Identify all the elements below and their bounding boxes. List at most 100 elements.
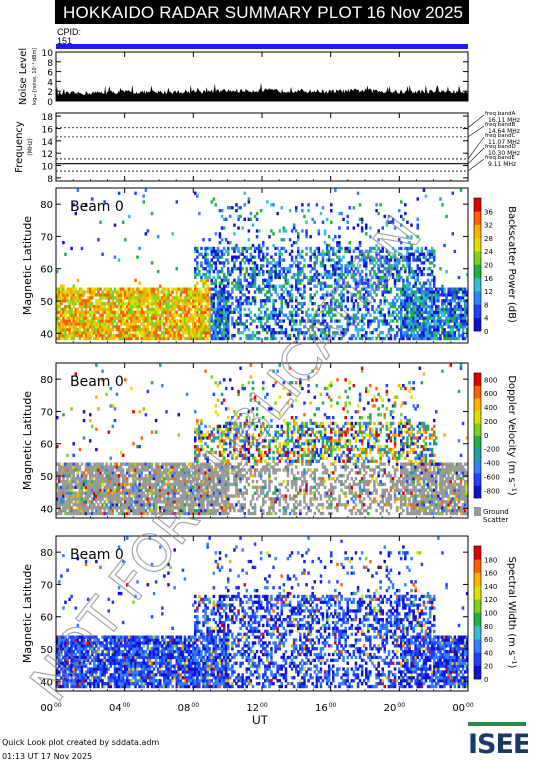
velocity-colorbar-tick: 200 [484, 418, 497, 426]
power-colorbar-tick: 24 [484, 248, 493, 256]
frequency-panel-frame [55, 112, 469, 182]
y-tick-label: 18 [42, 113, 54, 123]
y-tick-label: 8 [47, 59, 53, 69]
noise-series [56, 82, 468, 101]
y-tick-label: 60 [40, 613, 53, 624]
x-axis-title: UT [252, 713, 268, 727]
frequency-band-connector [467, 147, 485, 164]
velocity-beam-label: Beam 0 [70, 374, 124, 390]
y-tick-label: 50 [40, 645, 53, 656]
width-colorbar-tick: 140 [484, 583, 497, 591]
power-colorbar-tick: 32 [484, 222, 493, 230]
y-tick-label: 60 [40, 440, 53, 451]
velocity-colorbar-tick: -800 [484, 487, 500, 495]
frequency-band-name: freq bandD [485, 144, 516, 150]
frequency-ylabel-group: Frequency (MHz) [14, 121, 34, 173]
velocity-colorbar-tick: -400 [484, 460, 500, 468]
power-beam-label: Beam 0 [70, 199, 124, 215]
y-tick-label: 70 [40, 580, 53, 591]
width-colorbar-label: Spectral Width (m s⁻¹) [506, 557, 517, 669]
velocity-colorbar-label: Doppler Velocity (m s⁻¹) [506, 375, 517, 495]
frequency-band-value: 10.30 MHz [488, 150, 520, 157]
frequency-ylabel: Frequency [14, 121, 25, 173]
power-colorbar-label: Backscatter Power (dB) [506, 206, 517, 323]
width-colorbar-frame [473, 545, 482, 680]
x-tick-label: 0400 [109, 702, 131, 714]
velocity-colorbar-tick: 400 [484, 404, 497, 412]
ground-scatter-swatch [474, 507, 481, 516]
ground-scatter-label: Ground [483, 508, 509, 516]
velocity-colorbar-tick: 0 [484, 432, 488, 440]
power-ylabel-group: Magnetic Latitude [21, 216, 34, 315]
y-tick-label: 40 [40, 677, 53, 688]
power-colorbar-label-group: Backscatter Power (dB) [506, 206, 517, 323]
power-colorbar-tick: 20 [484, 262, 493, 270]
noise-ylabel-sub: log₁₀ [noise, 10⁻¹ dBm] [32, 48, 38, 106]
frequency-band-connector [467, 158, 485, 172]
power-colorbar-tick: 8 [484, 301, 488, 309]
frequency-band-connector [467, 136, 485, 160]
width-colorbar-tick: 80 [484, 623, 493, 631]
frequency-band-value: 16.11 MHz [488, 117, 520, 124]
velocity-colorbar-tick: 800 [484, 376, 497, 384]
power-colorbar-tick: 36 [484, 208, 493, 216]
velocity-colorbar-frame [473, 372, 482, 499]
power-ylabel: Magnetic Latitude [21, 216, 34, 315]
width-ylabel-group: Magnetic Latitude [21, 564, 34, 663]
y-tick-label: 40 [40, 504, 53, 515]
power-colorbar-frame [473, 197, 482, 332]
frequency-band-value: 14.64 MHz [488, 128, 520, 135]
power-colorbar-tick: 0 [484, 328, 488, 336]
y-tick-label: 12 [42, 150, 53, 160]
width-heatmap-cells [56, 536, 469, 689]
velocity-heatmap-cells [56, 363, 469, 516]
frequency-band-name: freq bandC [485, 133, 516, 139]
noise-ylabel-group: Noise Level log₁₀ [noise, 10⁻¹ dBm] [18, 48, 38, 106]
frequency-band-connector [467, 125, 485, 138]
width-colorbar-tick: 20 [484, 663, 493, 671]
frequency-ylabel-unit: (MHz) [27, 138, 34, 156]
y-tick-label: 60 [40, 265, 53, 276]
width-colorbar-tick: 0 [484, 676, 488, 684]
plot-date: 16 Nov 2025 [366, 3, 463, 22]
frequency-band-value: 9.11 MHz [488, 161, 516, 168]
velocity-colorbar-tick: 600 [484, 390, 497, 398]
velocity-colorbar-label-group: Doppler Velocity (m s⁻¹) [506, 375, 517, 495]
velocity-ylabel-group: Magnetic Latitude [21, 391, 34, 490]
width-colorbar-tick: 160 [484, 570, 497, 578]
x-tick-label: 2000 [384, 702, 406, 714]
frequency-band-value: 11.07 MHz [488, 139, 520, 146]
frequency-band-connector [467, 114, 485, 129]
y-tick-label: 50 [40, 472, 53, 483]
y-tick-label: 4 [47, 78, 53, 88]
y-tick-label: 16 [42, 125, 54, 135]
power-colorbar-tick: 16 [484, 275, 493, 283]
width-colorbar-tick: 40 [484, 649, 493, 657]
y-tick-label: 14 [42, 138, 54, 148]
y-tick-label: 70 [40, 407, 53, 418]
cpid-bar [56, 44, 468, 49]
y-tick-label: 0 [47, 98, 53, 108]
plot-title: HOKKAIDO RADAR SUMMARY PLOT [63, 3, 363, 22]
frequency-band-name: freq bandA [485, 111, 516, 117]
isee-logo: ISEE [468, 722, 528, 756]
noise-ylabel: Noise Level [18, 48, 29, 105]
y-tick-label: 50 [40, 297, 53, 308]
width-ylabel: Magnetic Latitude [21, 564, 34, 663]
velocity-colorbar-tick: -200 [484, 446, 500, 454]
frequency-band-name: freq bandE [485, 155, 516, 161]
power-colorbar-tick: 12 [484, 288, 493, 296]
width-colorbar [474, 546, 481, 680]
power-colorbar-tick: 4 [484, 315, 489, 323]
y-tick-label: 80 [40, 200, 53, 211]
frequency-band-name: freq bandB [485, 122, 516, 128]
velocity-colorbar [474, 373, 481, 499]
x-tick-label: 1600 [315, 702, 337, 714]
width-colorbar-tick: 120 [484, 596, 497, 604]
width-beam-label: Beam 0 [70, 547, 124, 563]
width-colorbar-tick: 60 [484, 636, 493, 644]
y-tick-label: 8 [47, 175, 53, 185]
cpid-label: CPID: [57, 27, 82, 37]
y-tick-label: 40 [40, 329, 53, 340]
